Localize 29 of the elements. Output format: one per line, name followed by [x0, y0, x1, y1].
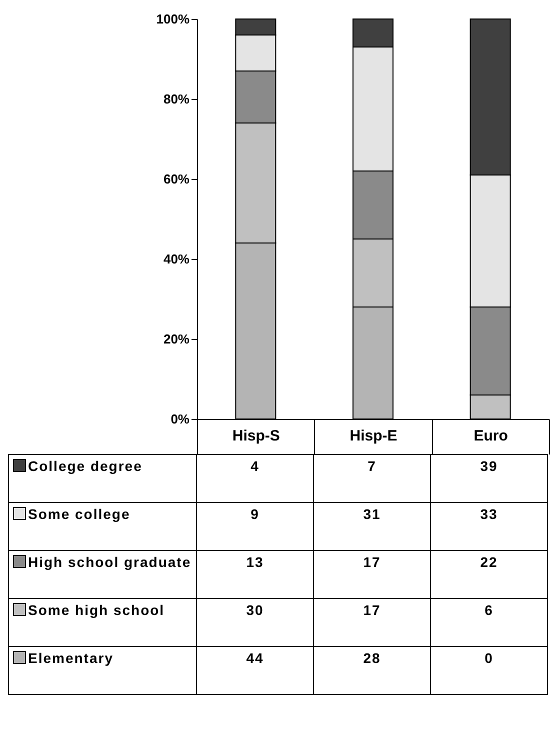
y-tick-label: 100% [156, 12, 190, 26]
legend-label: Elementary [8, 646, 196, 694]
data-label: 13 [196, 550, 314, 598]
data-label: 44 [196, 646, 314, 694]
x-tick-label: Euro [474, 428, 508, 444]
y-tick-label: 20% [163, 332, 190, 346]
data-label: 28 [314, 646, 430, 694]
legend-label: Some high school [8, 598, 196, 646]
data-label: 31 [314, 502, 430, 550]
legend-label: College degree [8, 454, 196, 502]
legend-label: Some college [8, 502, 196, 550]
x-tick-label: Hisp-E [350, 428, 398, 444]
data-label: 0 [430, 646, 548, 694]
y-tick-label: 60% [163, 172, 190, 186]
data-label: 17 [314, 598, 430, 646]
y-tick-label: 80% [163, 92, 190, 106]
data-label: 33 [430, 502, 548, 550]
legend-label: High school graduate [8, 550, 196, 598]
x-tick-label: Hisp-S [232, 428, 280, 444]
data-label: 17 [314, 550, 430, 598]
data-label: 7 [314, 454, 430, 502]
data-label: 30 [196, 598, 314, 646]
data-label: 4 [196, 454, 314, 502]
data-label: 9 [196, 502, 314, 550]
data-label: 6 [430, 598, 548, 646]
data-label: 39 [430, 454, 548, 502]
data-label: 22 [430, 550, 548, 598]
y-tick-label: 40% [163, 252, 190, 266]
y-tick-label: 0% [170, 412, 190, 426]
